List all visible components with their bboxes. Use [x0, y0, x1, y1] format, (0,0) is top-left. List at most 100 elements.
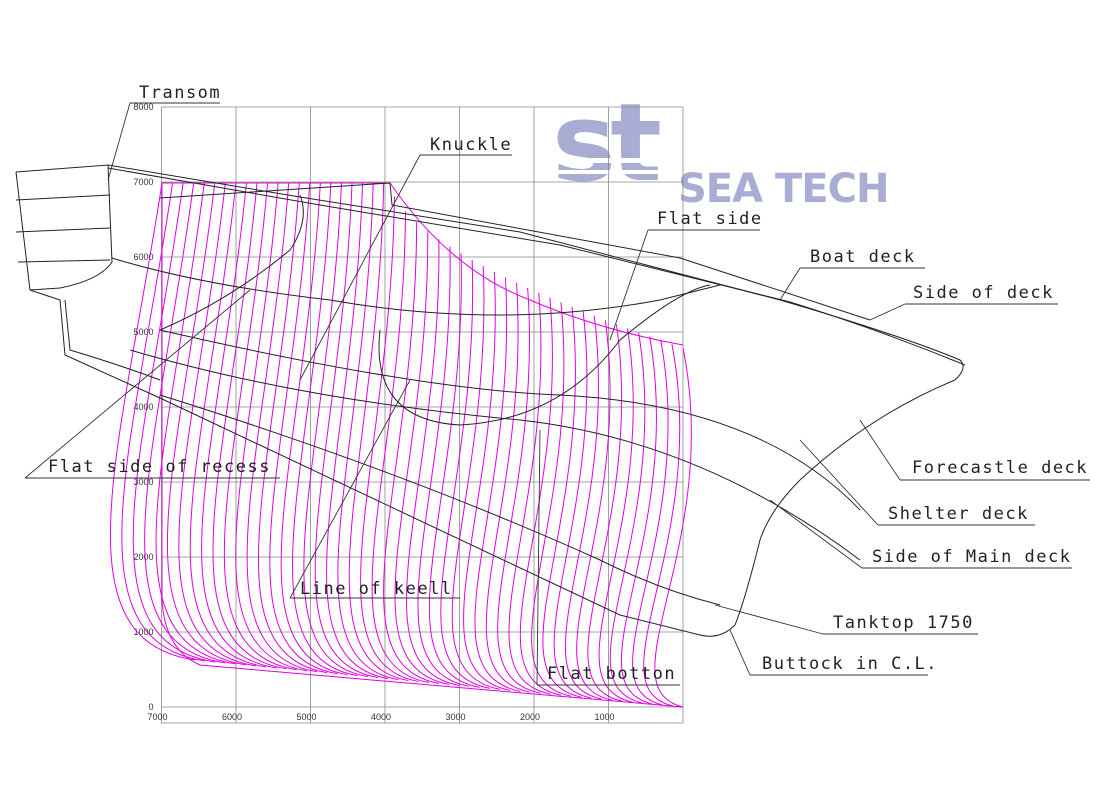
grid: 7000 6000 5000 4000 3000 2000 1000 0 1000 2000 300… — [133, 102, 684, 724]
station-line — [189, 182, 267, 668]
tanktop — [159, 394, 721, 606]
label: Flat side of recess — [48, 457, 271, 477]
leader-line — [714, 604, 978, 635]
station-line — [155, 182, 236, 665]
upper-deck — [29, 164, 964, 637]
label: Shelter deck — [888, 504, 1029, 524]
station-line — [620, 336, 657, 705]
logo-mark: st — [552, 81, 660, 206]
station-line — [542, 306, 582, 698]
hull-lines — [15, 164, 966, 637]
label: Side of deck — [913, 283, 1054, 303]
y-tick-label: 5000 — [133, 327, 153, 337]
leader-line — [779, 267, 925, 301]
x-tick-label: 4000 — [371, 712, 391, 722]
shelter-deck — [111, 257, 721, 316]
leader-line — [609, 229, 760, 341]
leader-line — [536, 429, 680, 686]
station-line — [598, 328, 634, 703]
station-line — [417, 246, 470, 687]
logo-wave — [556, 170, 668, 174]
station-line — [201, 182, 277, 669]
station-line — [643, 344, 681, 707]
station-line — [212, 182, 287, 670]
x-tick-label: 6000 — [222, 712, 242, 722]
x-tick-label: 1000 — [594, 712, 614, 722]
station-line — [632, 340, 669, 706]
x-tick-label: 5000 — [296, 712, 316, 722]
x-tick-label: 3000 — [445, 712, 465, 722]
station-line — [463, 271, 511, 691]
station-line — [474, 277, 521, 692]
station-line — [166, 182, 246, 666]
station-line — [428, 253, 480, 688]
leader-line — [729, 629, 928, 676]
label: Tanktop 1750 — [833, 613, 974, 633]
station-line — [303, 182, 368, 678]
main-deck — [129, 349, 861, 561]
station-line — [360, 196, 419, 683]
station-line — [280, 182, 348, 676]
leader-line — [859, 419, 1090, 481]
station-line — [531, 302, 572, 697]
leader-line — [299, 154, 512, 381]
y-tick-label: 2000 — [133, 552, 153, 562]
label: Knuckle — [430, 135, 512, 155]
station-line — [654, 347, 692, 708]
leader-line — [24, 289, 280, 479]
label: Transom — [139, 83, 221, 103]
boat-deck — [107, 167, 966, 366]
station-line — [371, 211, 429, 684]
station-line — [121, 182, 206, 662]
station-line — [292, 182, 358, 677]
label: Side of Main deck — [872, 547, 1072, 567]
label: Boat deck — [810, 247, 916, 267]
x-tick-label: 2000 — [520, 712, 540, 722]
label: Forecastle deck — [912, 458, 1088, 478]
leader-line — [769, 499, 1072, 569]
station-line — [109, 182, 196, 661]
y-tick-label: 6000 — [133, 252, 153, 262]
station-line — [394, 231, 450, 685]
recess — [64, 299, 161, 381]
y-tick-label: 7000 — [133, 177, 153, 187]
station-line — [485, 282, 531, 693]
label: Flat side — [657, 209, 763, 229]
y-tick-label: 8000 — [133, 102, 153, 112]
station-line — [132, 182, 216, 663]
station-line — [326, 182, 389, 680]
leader-line — [107, 102, 220, 181]
stations — [109, 182, 692, 708]
station-line — [609, 332, 646, 704]
label: Line of keell — [300, 579, 453, 599]
label: Flat botton — [547, 664, 676, 684]
station-line — [451, 265, 501, 690]
flat-side-curve — [159, 194, 711, 426]
y-tick-label: 4000 — [133, 402, 153, 412]
leader-line — [869, 303, 1058, 321]
station-line — [348, 182, 409, 682]
station-line — [405, 239, 460, 686]
station-line — [497, 287, 541, 694]
x-tick-label: 7000 — [147, 712, 167, 722]
station-line — [269, 182, 338, 675]
side-of-deck — [159, 182, 871, 321]
station-line — [440, 259, 490, 689]
station-line — [587, 324, 623, 702]
station-line — [258, 182, 328, 674]
station-line — [383, 222, 440, 684]
station-line — [564, 315, 602, 700]
logo: st SEA TECH — [552, 81, 889, 212]
station-line — [178, 182, 257, 667]
transom — [15, 164, 113, 291]
station-line — [553, 311, 592, 699]
station-line — [314, 182, 379, 679]
logo-wave — [556, 158, 668, 163]
station-line — [508, 292, 551, 695]
station-line — [144, 182, 226, 664]
y-tick-label: 1000 — [133, 627, 153, 637]
station-line — [576, 320, 612, 701]
labels: Transom Knuckle Flat side Boat deck Side of … — [24, 83, 1090, 686]
